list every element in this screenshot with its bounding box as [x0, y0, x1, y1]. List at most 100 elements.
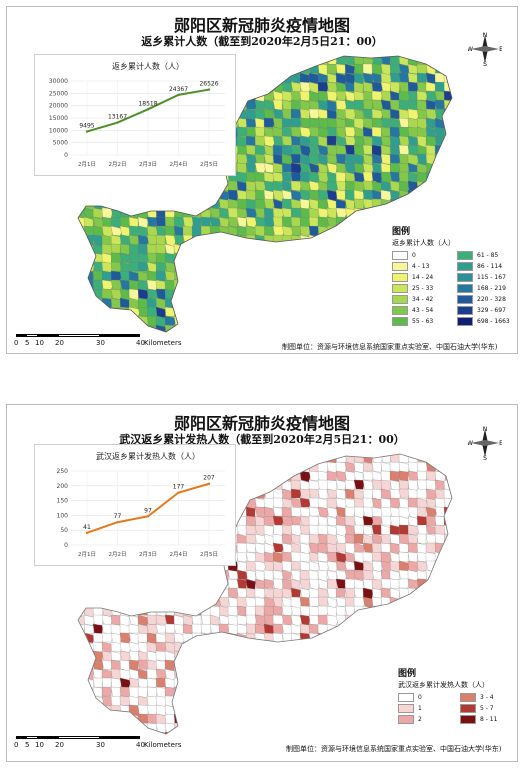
district-cell — [128, 189, 141, 200]
district-cell — [398, 578, 410, 589]
district-cell — [299, 677, 312, 689]
district-cell — [110, 180, 121, 191]
district-cell — [389, 641, 402, 655]
district-cell — [344, 659, 357, 671]
district-cell — [66, 579, 77, 589]
district-cell — [398, 614, 409, 627]
x-tick-label: 2月1日 — [78, 551, 96, 558]
district-cell — [236, 90, 250, 102]
district-cell — [182, 252, 194, 263]
district-cell — [417, 444, 427, 453]
district-cell — [299, 695, 311, 706]
district-cell — [201, 741, 211, 753]
district-cell — [443, 731, 452, 734]
district-cell — [326, 261, 339, 272]
district-cell — [362, 722, 373, 733]
district-cell — [210, 343, 223, 354]
district-cell — [443, 560, 452, 572]
district-cell — [444, 46, 455, 55]
district-cell — [407, 614, 421, 625]
district-cell — [443, 524, 452, 535]
legend-label: 3 - 4 — [480, 694, 494, 701]
district-cell — [254, 650, 268, 662]
district-cell — [236, 63, 249, 75]
district-cell — [371, 686, 383, 698]
legend-item: 61 - 85 — [457, 251, 514, 260]
district-cell — [290, 108, 302, 120]
district-cell — [254, 56, 265, 67]
district-cell — [362, 261, 376, 274]
district-cell — [281, 686, 292, 698]
district-cell — [183, 741, 195, 752]
district-cell — [78, 722, 88, 734]
district-cell — [173, 677, 186, 688]
district-cell — [434, 454, 445, 463]
district-cell — [299, 297, 313, 310]
district-cell — [398, 324, 410, 332]
district-cell — [389, 324, 401, 332]
district-cell — [254, 677, 265, 690]
district-cell — [353, 578, 364, 590]
district-cell — [434, 614, 447, 627]
district-cell — [254, 686, 267, 698]
district-cell — [182, 596, 195, 607]
district-cell — [263, 252, 277, 264]
district-cell — [326, 279, 340, 292]
district-cell — [236, 297, 248, 310]
district-cell — [245, 297, 258, 310]
district-cell — [453, 64, 465, 73]
district-cell — [66, 289, 77, 298]
y-tick-label: 25000 — [49, 90, 68, 97]
map-credit: 制图单位：资源与环境信息系统国家重点实验室、中国石油大学(华东) — [286, 745, 502, 753]
district-cell — [326, 560, 338, 572]
district-cell — [453, 606, 463, 617]
district-cell — [155, 180, 169, 191]
district-cell — [182, 297, 196, 308]
district-cell — [317, 695, 329, 706]
district-cell — [200, 315, 214, 328]
district-cell — [326, 659, 337, 672]
district-cell — [227, 650, 241, 661]
district-cell — [155, 578, 169, 591]
district-cell — [245, 306, 258, 319]
district-cell — [119, 207, 132, 218]
district-cell — [299, 270, 313, 282]
district-cell — [110, 315, 124, 327]
district-cell — [353, 722, 365, 733]
district-cell — [66, 217, 75, 228]
district-cell — [353, 162, 366, 174]
district-cell — [335, 731, 349, 734]
district-cell — [83, 578, 95, 591]
district-cell — [362, 677, 374, 690]
district-cell — [146, 677, 158, 688]
district-cell — [317, 488, 328, 499]
district-cell — [146, 198, 159, 212]
district-cell — [78, 234, 85, 245]
district-cell — [272, 668, 286, 682]
district-cell — [218, 252, 231, 263]
district-cell — [434, 56, 446, 65]
district-cell — [290, 695, 302, 708]
district-cell — [371, 650, 383, 661]
district-cell — [290, 306, 304, 317]
district-cell — [462, 73, 474, 85]
district-cell — [371, 306, 385, 317]
district-cell — [110, 198, 122, 209]
district-cell — [227, 234, 238, 246]
district-cell — [191, 207, 202, 219]
district-cell — [137, 659, 148, 670]
district-cell — [110, 216, 123, 229]
district-cell — [425, 454, 436, 456]
district-cell — [155, 596, 168, 610]
map-legend: 图例 武汉返乡累计发热人数（人） 0 3 - 4 1 5 - 7 2 8 - 11 — [398, 666, 514, 724]
district-cell — [389, 470, 401, 482]
legend-title: 图例 — [398, 669, 417, 679]
district-cell — [425, 324, 438, 332]
district-cell — [200, 252, 212, 263]
district-cell — [66, 606, 75, 617]
district-cell — [263, 315, 276, 327]
district-cell — [398, 542, 410, 553]
district-cell — [353, 243, 365, 254]
district-cell — [119, 650, 131, 661]
district-cell — [78, 252, 79, 264]
